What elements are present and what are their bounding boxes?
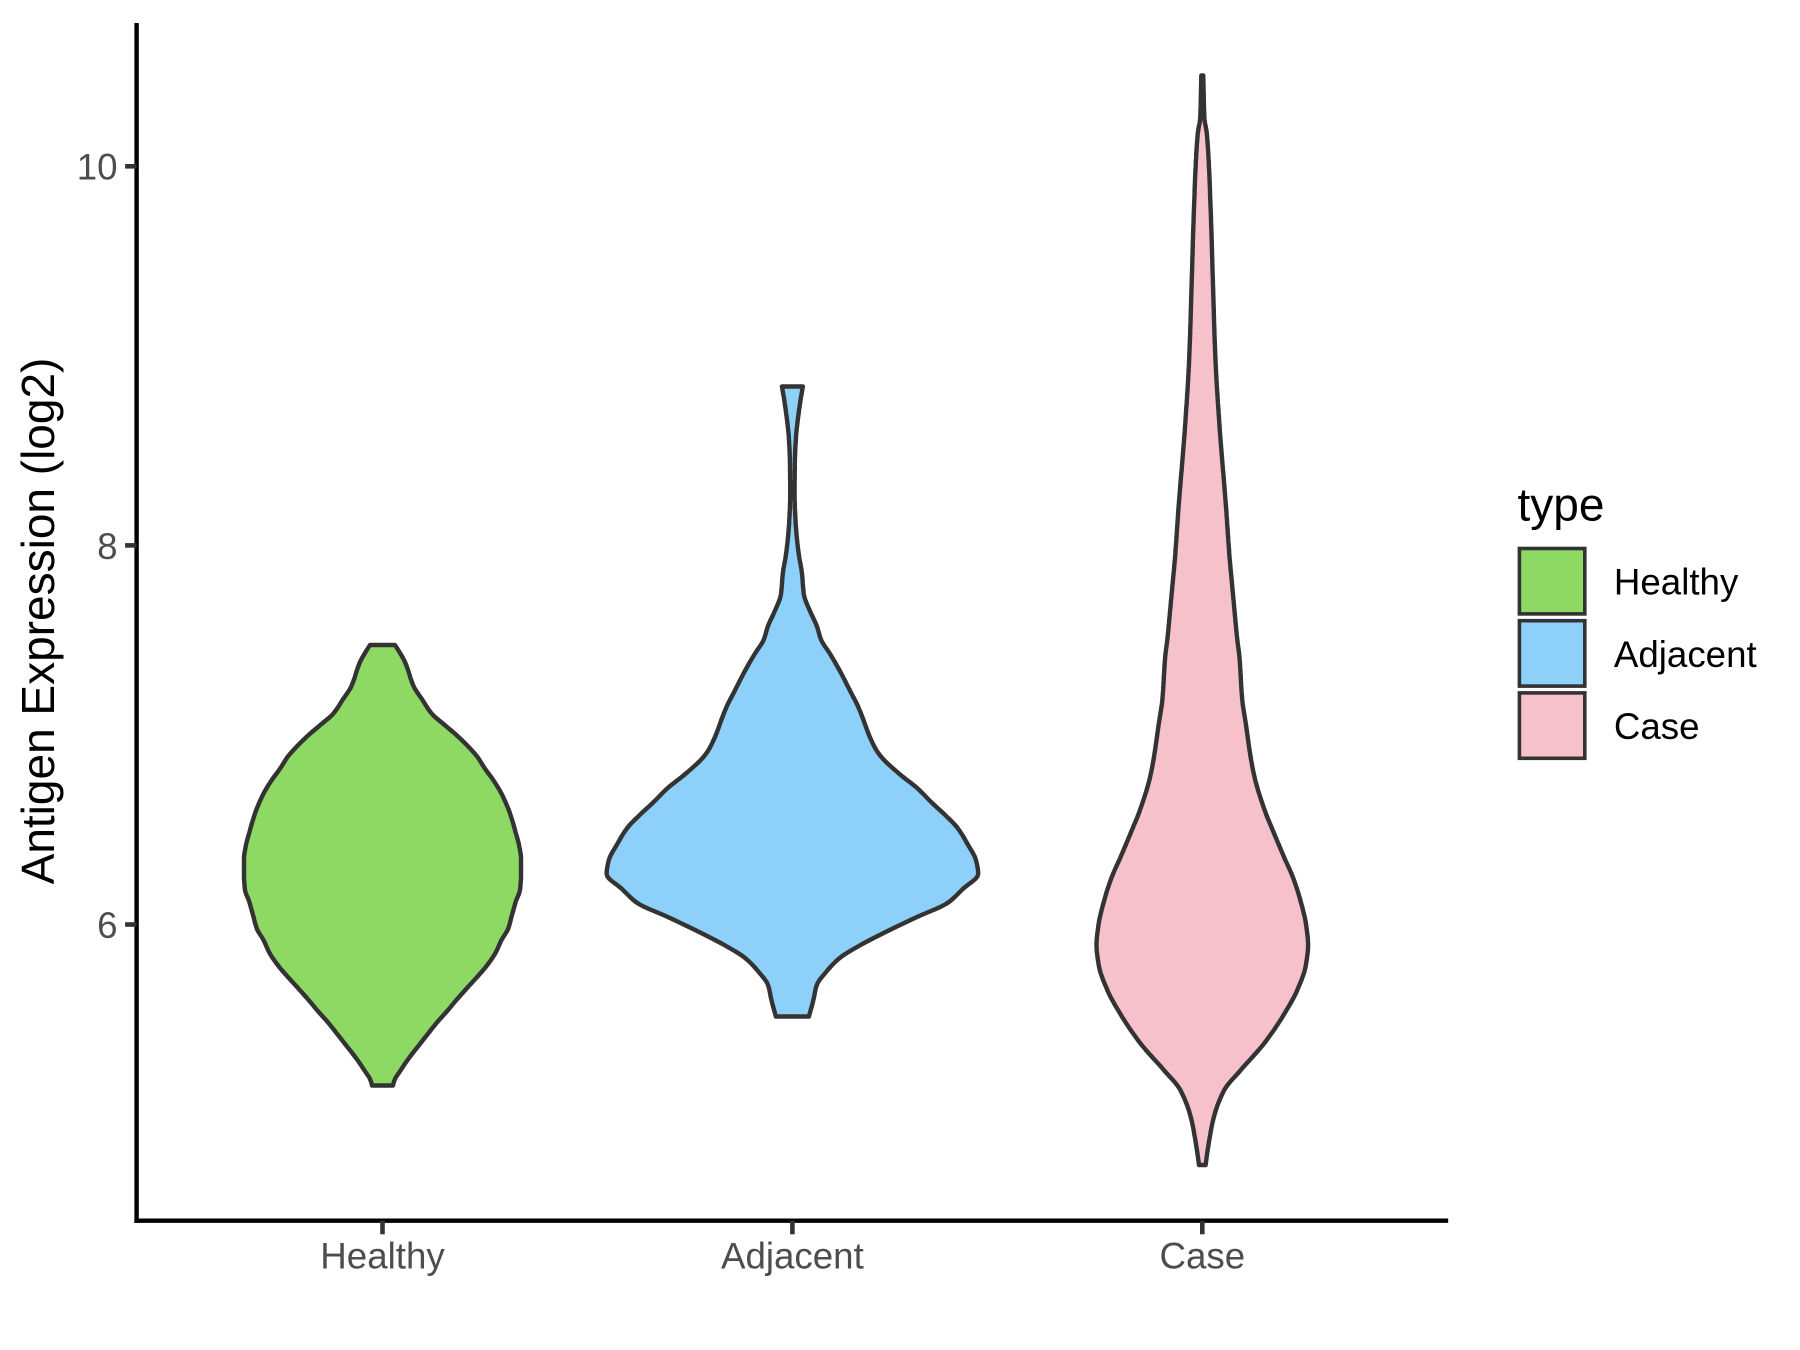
svg-text:8: 8 [97, 526, 117, 567]
svg-text:6: 6 [97, 905, 117, 946]
svg-text:Adjacent: Adjacent [721, 1236, 864, 1277]
svg-text:Antigen Expression (log2): Antigen Expression (log2) [12, 358, 64, 885]
svg-text:Healthy: Healthy [320, 1236, 445, 1277]
svg-text:type: type [1518, 479, 1605, 531]
svg-text:Healthy: Healthy [1614, 562, 1739, 603]
svg-text:Case: Case [1614, 706, 1700, 747]
svg-text:Adjacent: Adjacent [1614, 634, 1757, 675]
svg-text:Case: Case [1159, 1236, 1245, 1277]
svg-text:10: 10 [77, 147, 118, 188]
